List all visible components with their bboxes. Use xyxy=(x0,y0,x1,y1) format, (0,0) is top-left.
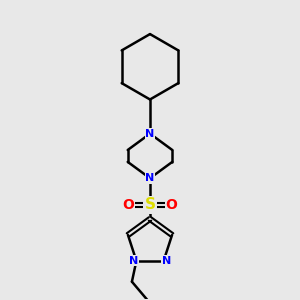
Text: N: N xyxy=(129,256,138,266)
Text: S: S xyxy=(145,197,155,212)
Text: N: N xyxy=(146,173,154,183)
Text: N: N xyxy=(162,256,171,266)
Text: O: O xyxy=(166,198,177,212)
Text: N: N xyxy=(146,129,154,139)
Text: O: O xyxy=(123,198,134,212)
